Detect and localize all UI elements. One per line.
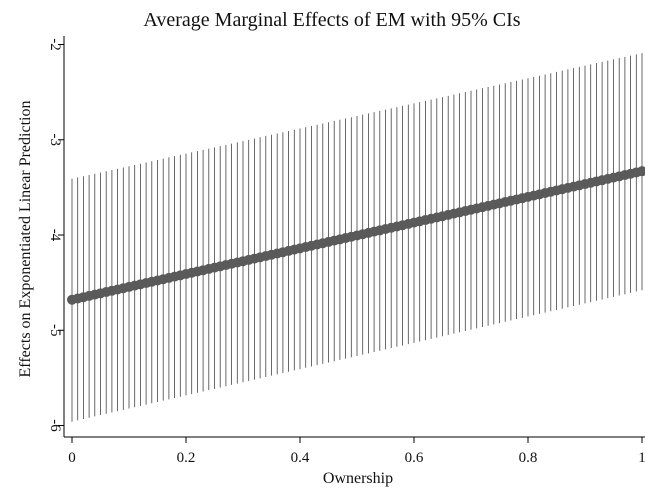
y-tick-label: -2	[47, 38, 63, 51]
y-axis-label: Effects on Exponentiated Linear Predicti…	[17, 101, 34, 378]
y-tick-label: -4	[47, 229, 63, 242]
chart-title: Average Marginal Effects of EM with 95% …	[143, 9, 520, 31]
x-tick-label: 1	[638, 450, 645, 466]
x-axis-label: Ownership	[323, 470, 393, 487]
x-tick-label: 0	[68, 450, 76, 466]
estimate-points	[67, 166, 645, 305]
x-axis: 0 0.2 0.4 0.6 0.8 1	[68, 437, 645, 466]
x-tick-label: 0.4	[291, 450, 310, 466]
y-tick-label: -5	[47, 324, 63, 337]
y-tick-label: -6	[47, 419, 63, 432]
x-tick-label: 0.8	[519, 450, 538, 466]
x-tick-label: 0.2	[177, 450, 196, 466]
x-tick-label: 0.6	[405, 450, 424, 466]
y-axis: -6 -5 -4 -3 -2	[47, 38, 64, 432]
estimate-point	[637, 166, 645, 177]
y-tick-label: -3	[47, 134, 63, 147]
